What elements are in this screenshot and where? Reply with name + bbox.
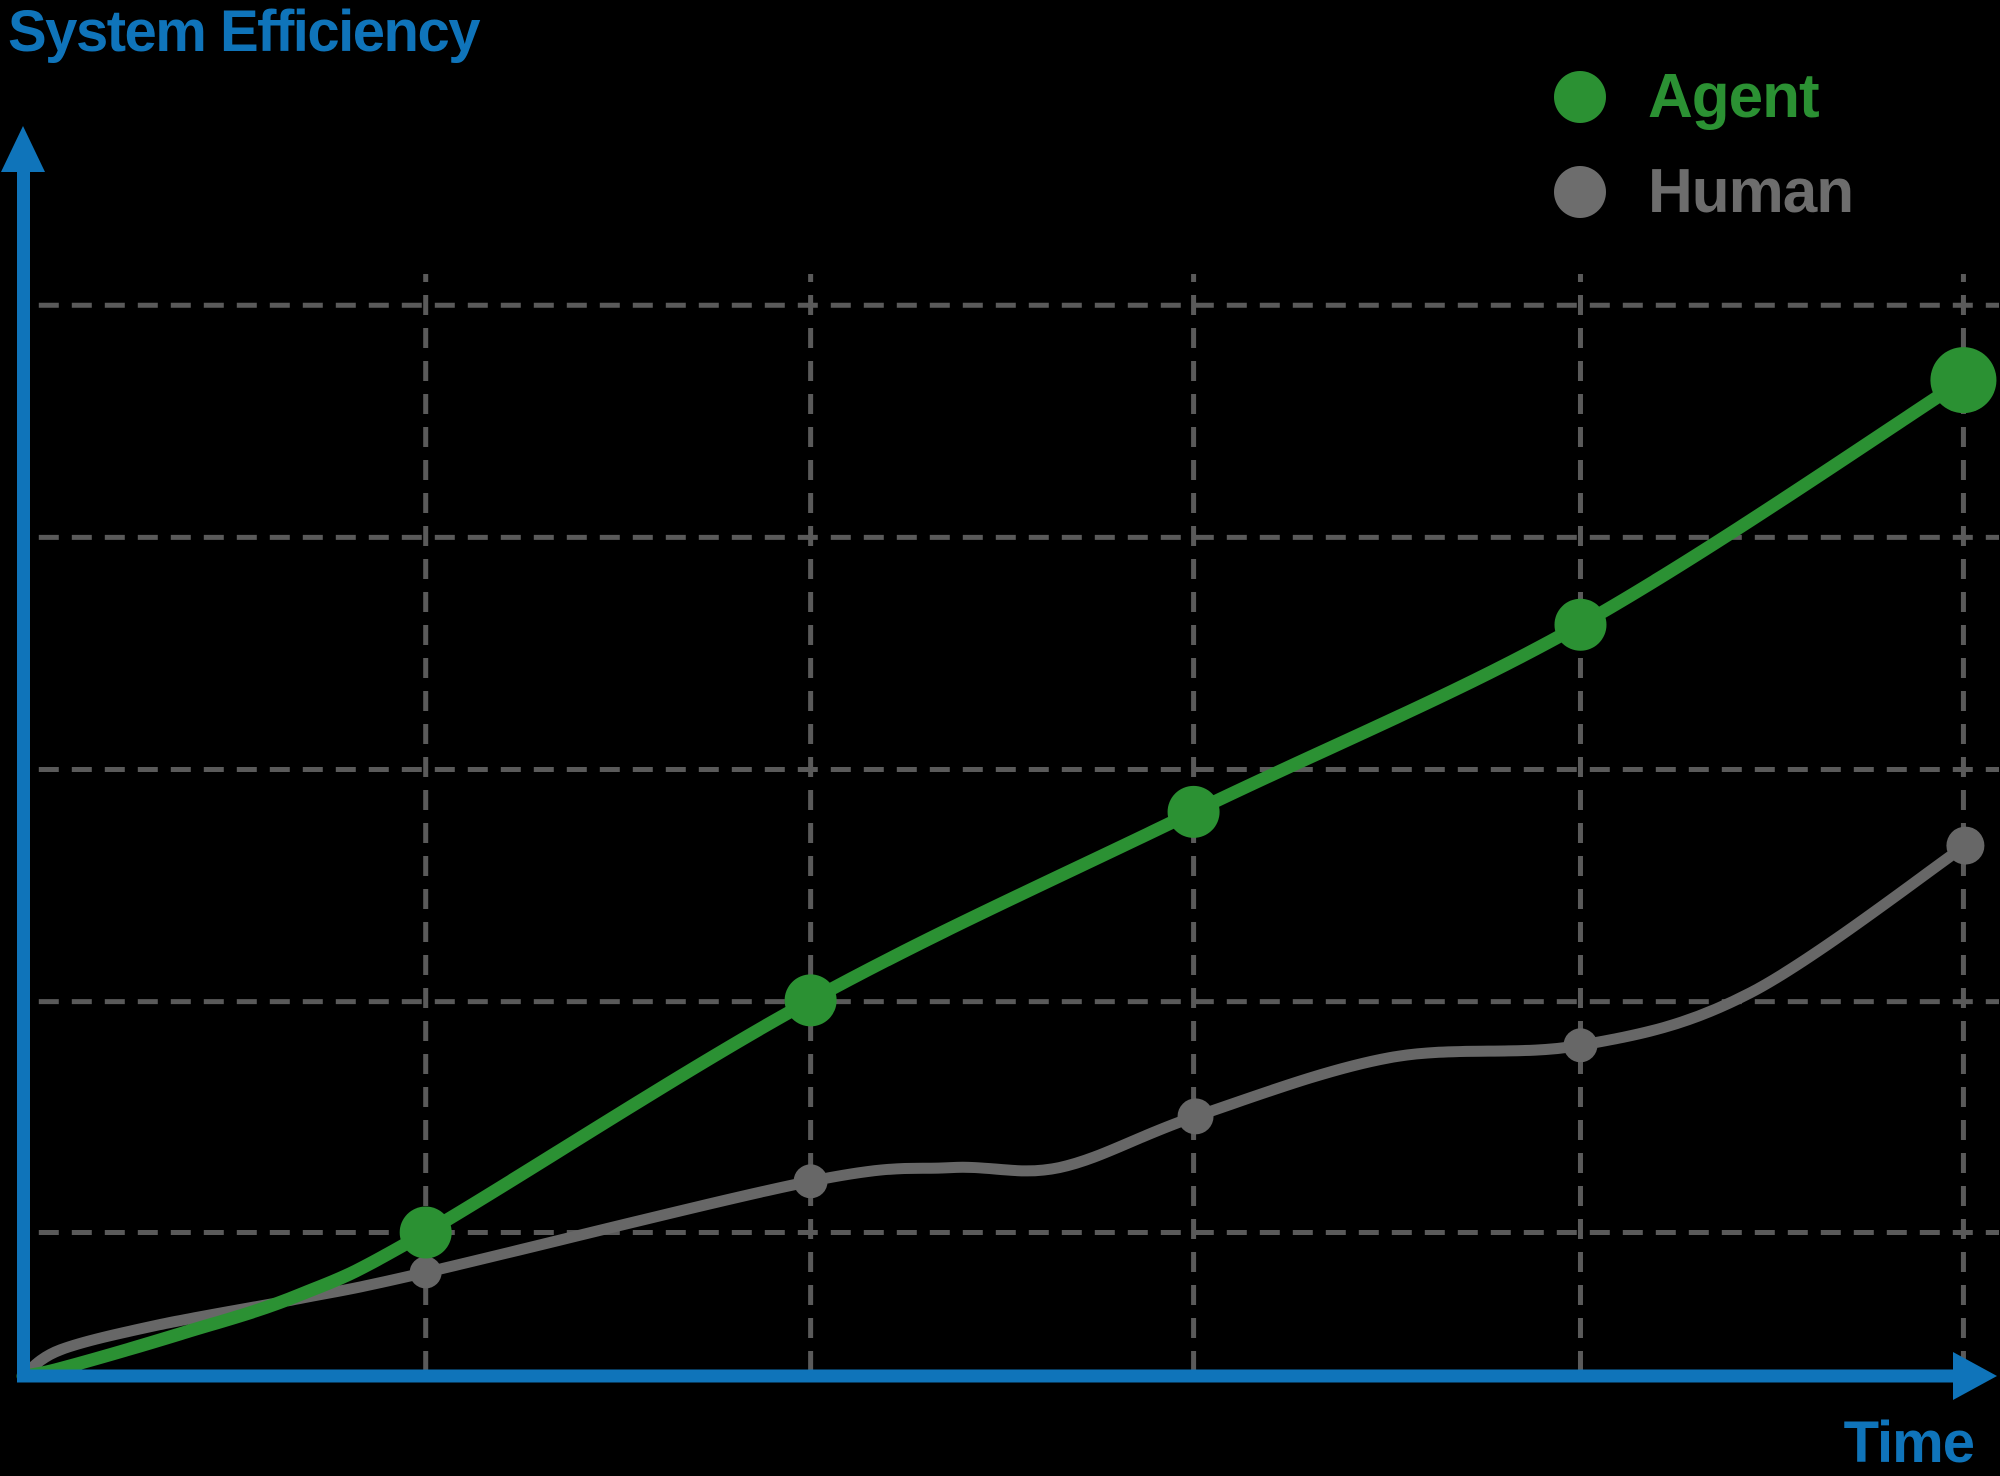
- agent-point: [399, 1206, 452, 1259]
- agent-point: [784, 974, 837, 1027]
- agent-point: [1930, 347, 1997, 414]
- human-point: [793, 1164, 828, 1199]
- human-legend-dot-icon: [1554, 166, 1606, 218]
- legend-label-agent: Agent: [1648, 62, 1820, 131]
- agent-point: [1167, 785, 1220, 838]
- legend-label-human: Human: [1648, 157, 1854, 226]
- legend-item-agent: Agent: [1554, 66, 1853, 128]
- x-axis-label: Time: [1843, 1410, 1975, 1475]
- human-point: [1177, 1098, 1214, 1135]
- human-point: [1563, 1028, 1598, 1063]
- x-axis-arrowhead-icon: [1953, 1352, 1997, 1400]
- human-line: [17, 840, 1971, 1382]
- legend: Agent Human: [1554, 66, 1854, 226]
- human-point: [409, 1256, 442, 1289]
- agent-legend-dot-icon: [1554, 71, 1606, 123]
- agent-point: [1554, 598, 1607, 651]
- human-point: [1946, 826, 1985, 865]
- legend-item-human: Human: [1554, 157, 1854, 226]
- agent-line: [16, 373, 1970, 1383]
- chart-title: System Efficiency: [8, 0, 480, 64]
- y-axis-arrowhead-icon: [1, 126, 45, 172]
